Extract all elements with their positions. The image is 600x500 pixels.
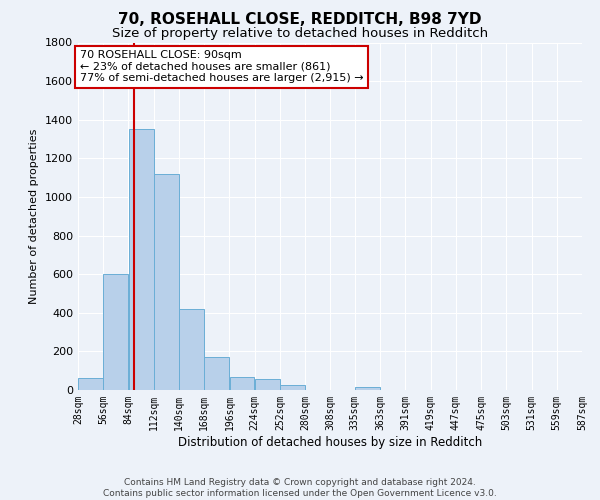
X-axis label: Distribution of detached houses by size in Redditch: Distribution of detached houses by size … <box>178 436 482 448</box>
Bar <box>355 387 380 390</box>
Bar <box>103 274 128 390</box>
Bar <box>78 378 103 390</box>
Bar <box>205 357 229 390</box>
Text: 70 ROSEHALL CLOSE: 90sqm
← 23% of detached houses are smaller (861)
77% of semi-: 70 ROSEHALL CLOSE: 90sqm ← 23% of detach… <box>80 50 364 84</box>
Bar <box>255 380 280 390</box>
Y-axis label: Number of detached properties: Number of detached properties <box>29 128 40 304</box>
Text: Size of property relative to detached houses in Redditch: Size of property relative to detached ho… <box>112 28 488 40</box>
Bar <box>129 130 154 390</box>
Bar <box>230 378 254 390</box>
Bar <box>280 385 305 390</box>
Bar <box>179 309 204 390</box>
Text: Contains HM Land Registry data © Crown copyright and database right 2024.
Contai: Contains HM Land Registry data © Crown c… <box>103 478 497 498</box>
Text: 70, ROSEHALL CLOSE, REDDITCH, B98 7YD: 70, ROSEHALL CLOSE, REDDITCH, B98 7YD <box>118 12 482 28</box>
Bar <box>154 174 179 390</box>
